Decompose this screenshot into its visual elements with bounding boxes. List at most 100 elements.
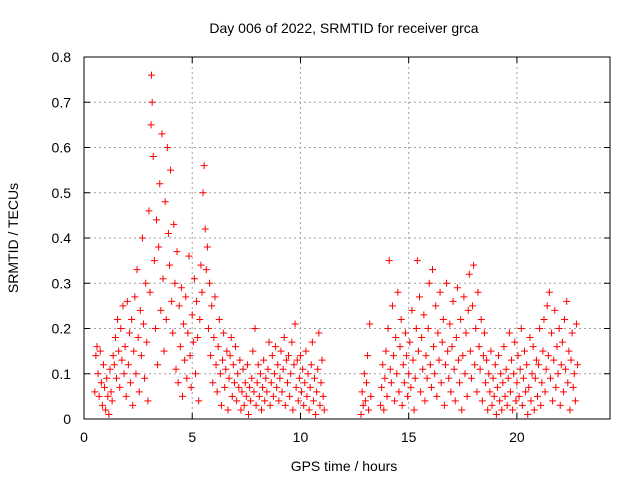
data-point: [491, 361, 499, 369]
data-point: [431, 370, 439, 378]
data-point: [304, 370, 312, 378]
y-tick-label: 0.5: [52, 185, 72, 201]
data-point: [520, 347, 528, 355]
data-point: [107, 388, 115, 396]
data-point: [443, 279, 451, 287]
data-point: [519, 374, 527, 382]
data-point: [147, 121, 155, 129]
data-point: [509, 406, 517, 414]
data-point: [378, 383, 386, 391]
data-point: [551, 306, 559, 314]
data-point: [148, 71, 156, 79]
data-point: [110, 361, 118, 369]
data-point: [109, 352, 117, 360]
data-point: [171, 279, 179, 287]
data-point: [477, 315, 485, 323]
data-point: [124, 361, 132, 369]
data-point: [484, 406, 492, 414]
data-point: [236, 356, 244, 364]
data-point: [318, 356, 326, 364]
data-point: [569, 383, 577, 391]
data-point: [456, 379, 464, 387]
data-point: [155, 243, 163, 251]
data-point: [541, 388, 549, 396]
data-point: [146, 288, 154, 296]
data-point: [379, 361, 387, 369]
data-point: [301, 379, 309, 387]
data-point: [390, 352, 398, 360]
data-point: [242, 392, 250, 400]
data-point: [478, 397, 486, 405]
data-point: [221, 383, 229, 391]
data-point: [149, 153, 157, 161]
points-layer: [91, 71, 582, 418]
data-point: [409, 356, 417, 364]
data-point: [422, 352, 430, 360]
data-point: [164, 229, 172, 237]
data-point: [549, 397, 557, 405]
data-point: [561, 315, 569, 323]
x-tick-label: 20: [509, 429, 525, 445]
data-point: [220, 329, 228, 337]
data-point: [285, 352, 293, 360]
data-point: [194, 334, 202, 342]
data-point: [460, 293, 468, 301]
data-point: [482, 379, 490, 387]
data-point: [276, 374, 284, 382]
data-point: [425, 279, 433, 287]
data-point: [197, 261, 205, 269]
data-point: [239, 365, 247, 373]
data-point: [145, 207, 153, 215]
data-point: [524, 410, 532, 418]
data-point: [503, 401, 511, 409]
data-point: [280, 334, 288, 342]
data-point: [495, 352, 503, 360]
data-point: [160, 347, 168, 355]
data-point: [412, 325, 420, 332]
data-point: [401, 329, 409, 337]
data-point: [523, 361, 531, 369]
data-point: [94, 370, 102, 378]
data-point: [474, 288, 482, 296]
data-point: [518, 401, 526, 409]
data-point: [449, 297, 457, 305]
data-point: [245, 410, 253, 418]
data-point: [528, 370, 536, 378]
data-point: [188, 311, 196, 319]
plot-frame: [83, 56, 611, 420]
data-point: [395, 388, 403, 396]
data-point: [243, 361, 251, 369]
data-point: [267, 379, 275, 387]
data-point: [119, 302, 127, 310]
data-point: [233, 397, 241, 405]
data-point: [177, 284, 185, 292]
data-point: [400, 379, 408, 387]
data-point: [92, 352, 100, 360]
data-point: [162, 315, 170, 323]
y-axis-label: SRMTID / TECUs: [5, 183, 21, 293]
data-point: [483, 356, 491, 364]
data-point: [418, 334, 426, 342]
data-point: [419, 365, 427, 373]
data-point: [438, 338, 446, 346]
data-point: [219, 356, 227, 364]
data-point: [184, 329, 192, 337]
data-point: [169, 329, 177, 337]
data-point: [158, 130, 166, 138]
data-point: [469, 302, 477, 310]
data-point: [462, 329, 470, 337]
data-point: [423, 374, 431, 382]
data-point: [217, 401, 225, 409]
data-point: [137, 352, 145, 360]
data-point: [315, 329, 323, 337]
data-point: [253, 379, 261, 387]
data-point: [311, 374, 319, 382]
data-point: [150, 257, 158, 265]
data-point: [488, 401, 496, 409]
data-point: [513, 379, 521, 387]
data-point: [357, 410, 365, 418]
data-point: [446, 320, 454, 328]
data-point: [510, 370, 518, 378]
data-point: [279, 365, 287, 373]
data-point: [377, 401, 385, 409]
